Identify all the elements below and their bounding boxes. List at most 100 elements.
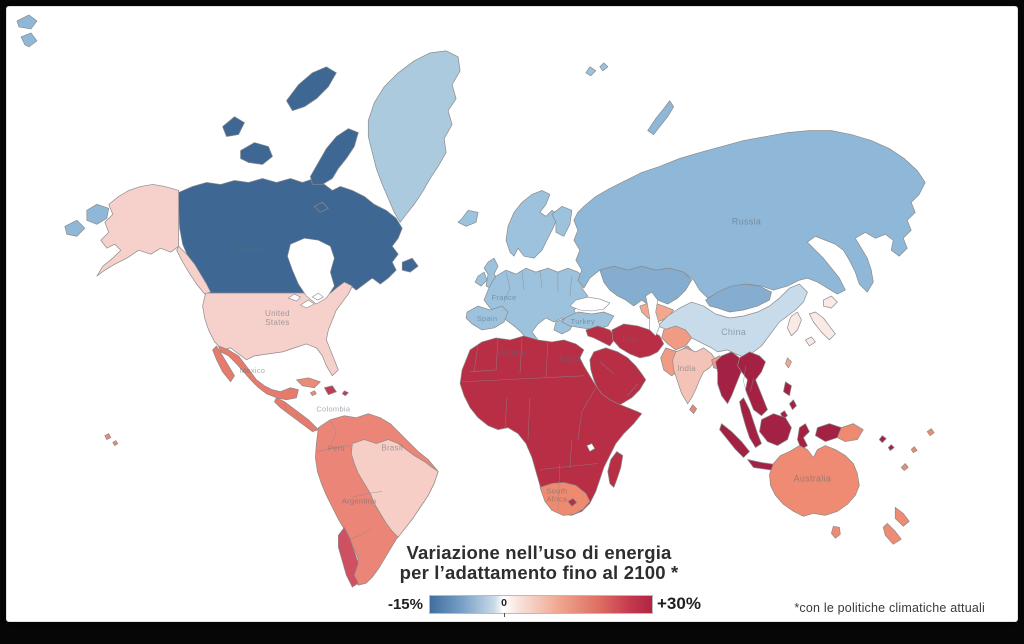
region-canada [178, 178, 403, 294]
legend-min-label: -15% [387, 596, 423, 613]
svg-text:Australia: Australia [794, 473, 832, 483]
region-canada-newfoundland [401, 257, 419, 273]
svg-text:Canada: Canada [231, 244, 264, 254]
svg-text:Argentina: Argentina [342, 496, 377, 505]
legend-max-label: +30% [657, 594, 701, 613]
region-australia [769, 445, 860, 517]
region-afghanistan [661, 325, 692, 351]
region-philippines [783, 381, 792, 397]
svg-text:Iran: Iran [622, 335, 637, 344]
region-canada-southampton [314, 202, 329, 213]
region-ireland [474, 271, 488, 287]
region-philippines [789, 399, 797, 411]
region-canada-victoria [240, 142, 273, 165]
svg-text:India: India [677, 364, 696, 373]
region-iceland [457, 209, 479, 227]
region-taiwan [785, 357, 792, 369]
region-chile [337, 526, 359, 588]
svg-text:Colombia: Colombia [316, 405, 351, 414]
region-solomon [887, 444, 895, 451]
region-puerto-rico [341, 390, 349, 397]
svg-text:France: France [491, 293, 516, 302]
legend-zero-label: 0 [501, 597, 507, 609]
region-tasmania [831, 525, 841, 539]
region-mexico [218, 345, 299, 401]
region-svalbard [599, 62, 609, 72]
region-baja [212, 345, 235, 383]
internal-country-borders [284, 270, 754, 540]
region-japan-honshu [809, 311, 836, 341]
region-hispaniola [324, 385, 337, 396]
footnote: *con le politiche climatiche attuali [794, 601, 985, 615]
legend-colorbar: 0 [429, 595, 653, 617]
svg-text:Mexico: Mexico [240, 366, 265, 375]
region-sri-lanka [689, 404, 697, 415]
svg-text:Algeria: Algeria [499, 348, 526, 357]
region-sumatra [719, 423, 750, 458]
region-novaya-zemlya [647, 100, 675, 135]
svg-text:Spain: Spain [477, 314, 498, 323]
region-jamaica [310, 390, 317, 397]
map-card: Canada United States Mexico Russia China India… [6, 6, 1018, 622]
region-korea [787, 311, 802, 337]
great-lakes [312, 292, 324, 301]
region-hawaii [104, 433, 112, 440]
region-africa [459, 335, 643, 516]
region-greenland [367, 50, 461, 223]
region-alaska [96, 184, 180, 277]
svg-text:Russia: Russia [732, 216, 761, 226]
region-myanmar [715, 351, 744, 405]
lake-victoria [586, 443, 596, 452]
region-south-africa [539, 482, 591, 516]
caspian-sea [645, 291, 661, 337]
region-madagascar [607, 451, 624, 488]
region-iran [611, 323, 665, 359]
region-japan-hokkaido [823, 295, 838, 309]
region-turkey [561, 311, 615, 331]
region-papua-new-guinea [837, 423, 864, 442]
region-kazakhstan [599, 265, 692, 307]
region-scandinavia [505, 190, 559, 259]
region-canada-ellesmere [286, 66, 337, 112]
region-russia [16, 14, 38, 30]
region-polynesia [112, 440, 119, 446]
region-west-papua [815, 423, 842, 442]
svg-text:Egypt: Egypt [560, 354, 582, 363]
region-lesotho [567, 498, 578, 507]
region-cuba [296, 377, 321, 389]
svg-text:Peru: Peru [328, 444, 345, 453]
region-borneo [759, 413, 792, 446]
svg-text:Turkey: Turkey [571, 317, 595, 326]
region-russia [20, 32, 38, 48]
country-labels: Canada United States Mexico Russia China India… [231, 216, 831, 505]
region-india [672, 347, 716, 405]
region-vanuatu [910, 446, 918, 453]
region-china [657, 283, 808, 359]
svg-text:Brasil: Brasil [381, 444, 403, 453]
region-japan-kyushu [805, 336, 816, 347]
region-russia-chukotka [86, 204, 110, 225]
region-central-america [274, 397, 319, 432]
region-finland [551, 206, 573, 237]
region-fiji [926, 428, 935, 436]
hudson-bay [287, 237, 335, 305]
black-sea [569, 296, 611, 312]
map-title-line2: per l’adattamento fino al 2100 * [399, 562, 679, 583]
region-canada-baffin [310, 128, 359, 185]
great-lakes [300, 299, 315, 309]
region-russia-chukotka [64, 219, 86, 237]
world-map: Canada United States Mexico Russia China India… [16, 14, 935, 588]
region-new-caledonia [900, 463, 909, 471]
region-svalbard [585, 66, 597, 77]
region-iberia [465, 305, 509, 331]
region-mongolia [705, 283, 772, 313]
svg-text:China: China [721, 327, 746, 337]
great-lakes [288, 293, 301, 302]
map-title: Variazione nell’uso di energia per l’ada… [374, 543, 704, 583]
region-brazil [350, 439, 439, 538]
region-solomon [878, 435, 887, 443]
region-levant-iraq [585, 325, 617, 347]
region-new-zealand-north [894, 507, 910, 527]
